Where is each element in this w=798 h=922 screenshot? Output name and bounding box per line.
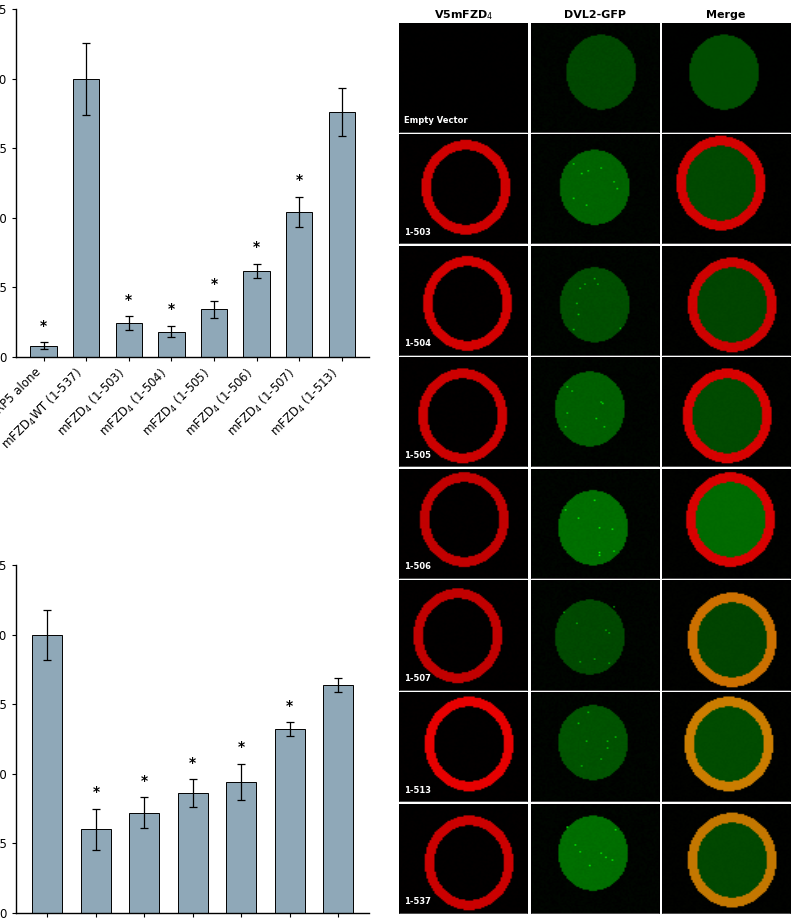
- Text: 1-513: 1-513: [405, 786, 432, 795]
- Bar: [275, 729, 305, 913]
- Bar: [73, 78, 100, 357]
- Text: 1-537: 1-537: [405, 897, 431, 906]
- Bar: [129, 812, 160, 913]
- Bar: [243, 270, 270, 357]
- Text: DVL2-GFP: DVL2-GFP: [563, 9, 626, 19]
- Text: *: *: [211, 278, 218, 291]
- Bar: [81, 830, 111, 913]
- Text: *: *: [168, 302, 175, 316]
- Text: *: *: [253, 240, 260, 254]
- Bar: [286, 212, 313, 357]
- Text: *: *: [295, 173, 302, 187]
- Text: C: C: [405, 22, 420, 41]
- Text: Empty Vector: Empty Vector: [405, 116, 468, 125]
- Text: *: *: [140, 774, 148, 787]
- Bar: [226, 782, 256, 913]
- Bar: [201, 310, 227, 357]
- Text: *: *: [93, 785, 100, 798]
- Text: *: *: [40, 319, 47, 333]
- Bar: [33, 634, 62, 913]
- Text: *: *: [286, 699, 293, 713]
- Text: *: *: [189, 756, 196, 770]
- Text: *: *: [238, 740, 245, 754]
- Bar: [329, 112, 355, 357]
- Text: *: *: [125, 292, 132, 307]
- Text: 1-504: 1-504: [405, 339, 432, 349]
- Text: 1-503: 1-503: [405, 228, 431, 237]
- Text: 1-507: 1-507: [405, 674, 431, 683]
- Text: 1-505: 1-505: [405, 451, 432, 460]
- Text: V5mFZD$_4$: V5mFZD$_4$: [433, 7, 493, 21]
- Bar: [323, 685, 353, 913]
- Bar: [158, 332, 184, 357]
- Text: Merge: Merge: [706, 9, 745, 19]
- Bar: [178, 793, 207, 913]
- Bar: [116, 324, 142, 357]
- Text: 1-506: 1-506: [405, 562, 432, 572]
- Bar: [30, 346, 57, 357]
